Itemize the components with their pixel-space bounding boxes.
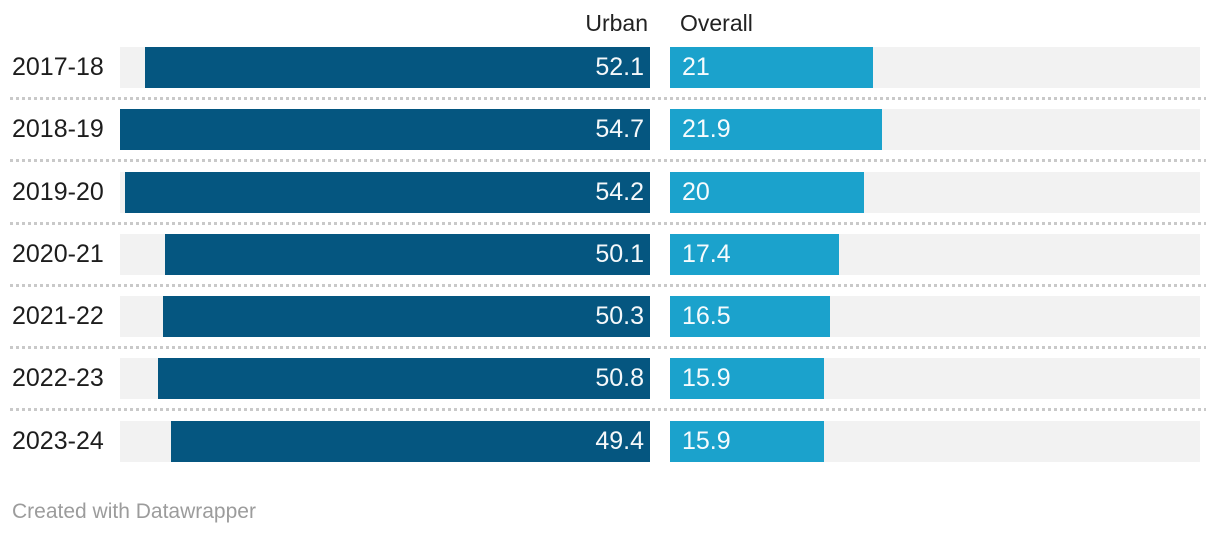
urban-bar: 52.1 <box>145 47 650 88</box>
chart-row: 2023-24 49.4 15.9 <box>0 420 1220 462</box>
chart-row: 2019-20 54.2 20 <box>0 171 1220 225</box>
overall-bar-track: 20 <box>670 171 1200 213</box>
overall-value-label: 15.9 <box>682 426 731 455</box>
overall-value-label: 21.9 <box>682 115 731 144</box>
urban-bar-track: 49.4 <box>120 420 650 462</box>
urban-value-label: 54.7 <box>595 115 644 144</box>
datawrapper-credit-link[interactable]: Created with Datawrapper <box>12 500 256 523</box>
category-label: 2023-24 <box>12 426 104 455</box>
urban-bar: 50.1 <box>164 233 650 275</box>
overall-bar: 15.9 <box>670 420 825 462</box>
overall-bar-track: 16.5 <box>670 296 1200 338</box>
chart-row: 2021-22 50.3 16.5 <box>0 296 1220 350</box>
chart-row: 2020-21 50.1 17.4 <box>0 233 1220 287</box>
urban-bar: 49.4 <box>171 420 650 462</box>
urban-bar-track: 54.2 <box>120 171 650 213</box>
urban-value-label: 50.3 <box>595 302 644 331</box>
overall-bar-track: 21.9 <box>670 109 1200 151</box>
overall-value-label: 16.5 <box>682 302 731 331</box>
overall-bar: 17.4 <box>670 233 839 275</box>
column-header-urban: Urban <box>585 10 648 36</box>
overall-bar: 20 <box>670 171 864 213</box>
urban-value-label: 49.4 <box>595 426 644 455</box>
overall-value-label: 21 <box>682 53 710 81</box>
category-label: 2019-20 <box>12 177 104 206</box>
overall-bar-track: 17.4 <box>670 233 1200 275</box>
chart-row: 2018-19 54.7 21.9 <box>0 109 1220 163</box>
category-label: 2021-22 <box>12 302 104 331</box>
urban-value-label: 50.8 <box>595 364 644 393</box>
urban-bar-track: 50.3 <box>120 296 650 338</box>
overall-value-label: 17.4 <box>682 239 731 268</box>
overall-value-label: 15.9 <box>682 364 731 393</box>
overall-bar: 16.5 <box>670 296 830 338</box>
overall-bar: 21 <box>670 47 874 88</box>
urban-bar-track: 50.8 <box>120 358 650 400</box>
overall-bar-track: 21 <box>670 47 1200 88</box>
urban-bar: 54.7 <box>120 109 650 151</box>
category-label: 2020-21 <box>12 239 104 268</box>
category-label: 2018-19 <box>12 115 104 144</box>
urban-bar: 54.2 <box>124 171 650 213</box>
overall-bar-track: 15.9 <box>670 420 1200 462</box>
urban-bar: 50.8 <box>157 358 650 400</box>
category-label: 2017-18 <box>12 53 104 81</box>
chart-row: 2017-18 52.1 21 <box>0 47 1220 100</box>
urban-bar: 50.3 <box>162 296 650 338</box>
overall-bar: 21.9 <box>670 109 883 151</box>
urban-bar-track: 50.1 <box>120 233 650 275</box>
category-label: 2022-23 <box>12 364 104 393</box>
urban-bar-track: 52.1 <box>120 47 650 88</box>
overall-bar: 15.9 <box>670 358 825 400</box>
urban-bar-track: 54.7 <box>120 109 650 151</box>
overall-bar-track: 15.9 <box>670 358 1200 400</box>
urban-value-label: 52.1 <box>595 53 644 81</box>
urban-value-label: 54.2 <box>595 177 644 206</box>
chart-row: 2022-23 50.8 15.9 <box>0 358 1220 412</box>
chart-rows: 2017-18 52.1 21 2018-19 54.7 21.9 2019-2… <box>0 47 1220 462</box>
urban-value-label: 50.1 <box>595 239 644 268</box>
column-header-overall: Overall <box>680 10 753 36</box>
overall-value-label: 20 <box>682 177 710 206</box>
